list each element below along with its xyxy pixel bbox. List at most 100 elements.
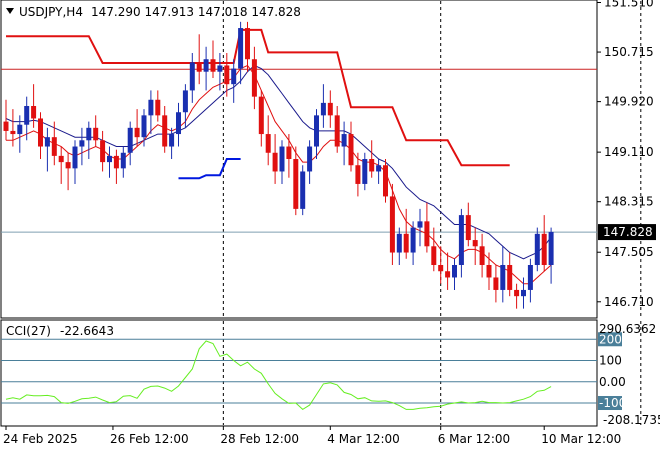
cci-level-label: 0.00 [599, 375, 626, 389]
bull-candle [500, 265, 506, 290]
price-tick-label: 150.715 [604, 45, 654, 59]
cci-line [5, 340, 552, 411]
time-tick-label: 24 Feb 2025 [3, 432, 78, 446]
bear-candle [438, 265, 444, 272]
bear-candle [507, 265, 513, 290]
cci-min-label: -208.1735 [603, 413, 660, 427]
bull-candle [72, 146, 78, 169]
bear-candle [251, 59, 257, 97]
bear-candle [403, 233, 409, 253]
bear-candle [383, 165, 388, 197]
bull-candle [238, 28, 244, 69]
bear-candle [369, 159, 375, 172]
bear-candle [286, 146, 292, 159]
time-tick-label: 28 Feb 12:00 [220, 432, 299, 446]
cci-level-tag [598, 396, 622, 411]
bear-candle [424, 221, 430, 247]
time-axis: 24 Feb 2025 26 Feb 12:00 28 Feb 12:00 4 Mar… [3, 426, 621, 446]
bear-candle [272, 152, 278, 172]
price-tick-label: 149.110 [604, 145, 654, 159]
bull-candle [307, 146, 313, 172]
resistance-line [6, 28, 510, 167]
bull-candle [300, 171, 306, 209]
bull-candle [376, 165, 382, 172]
bull-candle [86, 127, 92, 141]
price-tick-label: 151.510 [604, 0, 654, 9]
bull-candle [127, 127, 133, 153]
bear-candle [431, 246, 437, 265]
bull-candle [141, 115, 147, 138]
bear-candle [224, 65, 230, 85]
bull-candle [24, 106, 30, 125]
bear-candle [334, 115, 340, 147]
bull-candle [314, 115, 319, 147]
bear-candle [31, 106, 37, 119]
bull-candle [362, 159, 368, 184]
bear-candle [10, 130, 16, 135]
bear-candle [38, 118, 43, 147]
cci-panel: CCI(27) -22.6643 [0, 319, 642, 427]
bear-candle [93, 127, 99, 141]
bear-candle [348, 134, 354, 166]
bull-candle [203, 59, 209, 72]
price-tick-label: 147.505 [604, 245, 654, 259]
bull-candle [120, 152, 126, 169]
bull-candle [527, 265, 533, 290]
bear-candle [472, 240, 478, 247]
bull-candle [79, 140, 85, 147]
price-tick-label: 148.315 [604, 195, 654, 209]
bear-candle [479, 246, 485, 265]
bear-candle [51, 137, 57, 156]
price-panel: USDJPY,H4 147.290 147.913 147.018 147.82… [0, 0, 642, 319]
price-tick-label: 149.920 [604, 95, 654, 109]
bear-candle [162, 115, 168, 147]
bear-candle [245, 28, 250, 60]
bull-candle [452, 265, 457, 278]
bear-candle [486, 265, 492, 278]
bear-candle [155, 99, 161, 116]
bull-candle [548, 231, 554, 265]
bear-candle [196, 62, 202, 72]
resistance-step-line [6, 28, 510, 167]
bull-candle [534, 233, 540, 265]
current-price-label: 147.828 [603, 225, 653, 239]
bull-candle [396, 233, 402, 253]
cci-level-label: -100 [599, 396, 626, 410]
bull-candle [341, 134, 347, 147]
bear-candle [493, 277, 499, 290]
cci-label: CCI(27) [6, 324, 51, 338]
bull-candle [189, 62, 195, 91]
bear-candle [445, 271, 451, 278]
time-tick-label: 26 Feb 12:00 [110, 432, 189, 446]
current-price-tag [598, 224, 656, 241]
bull-candle [182, 90, 188, 113]
bear-candle [258, 96, 264, 135]
price-axis: 151.510 150.715 149.920 149.110 148.315 147.5… [597, 0, 656, 309]
bear-candle [3, 121, 9, 131]
bear-candle [58, 155, 64, 163]
bear-candle [65, 162, 71, 169]
support-line [178, 158, 241, 180]
bear-candle [113, 155, 119, 169]
bear-candle [514, 289, 520, 297]
cci-vertical-grid-lines [222, 321, 642, 425]
bull-candle [231, 68, 237, 85]
bear-candle [465, 215, 471, 241]
bear-candle [293, 159, 299, 209]
price-tick-label: 146.710 [604, 295, 654, 309]
bull-candle [320, 102, 326, 116]
bull-candle [107, 155, 112, 163]
cci-series-line [5, 340, 552, 411]
bull-candle [458, 215, 464, 265]
cci-axis: 200 100 0.00 -100 290.6362 -208.1735 [598, 322, 660, 427]
bear-candle [210, 59, 216, 72]
bear-candle [134, 127, 140, 138]
bear-candle [355, 165, 361, 184]
cci-value: -22.6643 [60, 324, 114, 338]
symbol-label: USDJPY,H4 [19, 5, 83, 19]
bull-candle [417, 221, 423, 228]
symbol-dropdown-icon[interactable] [6, 8, 14, 14]
vertical-grid-lines [222, 1, 642, 317]
bear-candle [100, 140, 106, 163]
